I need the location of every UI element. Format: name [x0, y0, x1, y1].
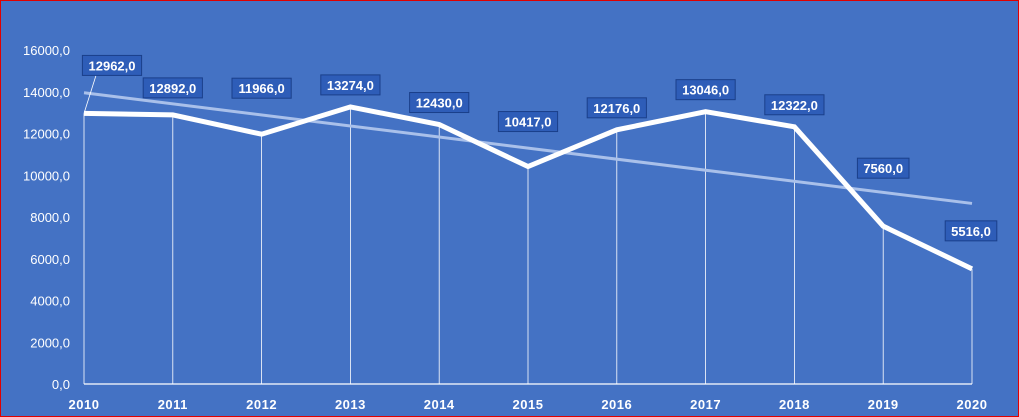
- y-tick-label: 14000,0: [23, 85, 70, 100]
- y-axis-ticks: 0,0 2000,0 4000,0 6000,0 8000,0 10000,0 12000,…: [23, 43, 70, 392]
- x-tick-label: 2018: [779, 397, 810, 412]
- data-label-box: [764, 94, 825, 116]
- data-label-box: [409, 92, 470, 114]
- trend-line: [83, 91, 973, 205]
- series-line: [83, 104, 974, 272]
- data-label-box: [142, 77, 203, 99]
- data-label: 5516,0: [951, 224, 991, 239]
- y-tick-label: 10000,0: [23, 168, 70, 183]
- data-labels: 12962,0 12892,0 11966,0 13274,0 12430,0 10417…: [81, 54, 998, 242]
- data-label-box: [320, 74, 381, 96]
- data-label-box: [944, 220, 998, 242]
- y-tick-label: 2000,0: [30, 335, 70, 350]
- y-tick-label: 16000,0: [23, 43, 70, 58]
- data-label: 12322,0: [771, 98, 818, 113]
- data-label-box: [675, 79, 736, 101]
- x-tick-label: 2012: [246, 397, 277, 412]
- data-label: 10417,0: [505, 115, 552, 130]
- x-tick-label: 2015: [513, 397, 544, 412]
- data-label: 11966,0: [238, 81, 284, 96]
- y-tick-label: 0,0: [52, 377, 70, 392]
- data-label: 12176,0: [593, 101, 640, 116]
- x-axis-ticks: 2010 2011 2012 2013 2014 2015 2016 2017 2018 2019…: [69, 397, 988, 412]
- data-label-box: [497, 111, 559, 133]
- y-tick-label: 6000,0: [30, 252, 70, 267]
- x-tick-label: 2014: [424, 397, 455, 412]
- data-label-box: [586, 97, 647, 119]
- data-label: 7560,0: [863, 161, 903, 176]
- drop-lines: [83, 106, 973, 384]
- x-tick-label: 2019: [868, 397, 899, 412]
- x-tick-label: 2010: [69, 397, 100, 412]
- data-label: 12430,0: [416, 96, 463, 111]
- data-label: 13046,0: [682, 83, 729, 98]
- x-tick-label: 2011: [158, 397, 188, 412]
- x-tick-label: 2020: [957, 397, 988, 412]
- data-label-box: [231, 77, 292, 99]
- x-tick-label: 2017: [690, 397, 721, 412]
- data-label: 13274,0: [327, 78, 374, 93]
- x-tick-label: 2016: [601, 397, 632, 412]
- y-tick-label: 4000,0: [30, 294, 70, 309]
- y-tick-label: 12000,0: [23, 127, 70, 142]
- label-leader-lines: [83, 75, 97, 114]
- label-leader-line: [83, 75, 97, 114]
- data-label: 12892,0: [149, 81, 196, 96]
- data-label: 12962,0: [89, 58, 136, 73]
- x-tick-label: 2013: [335, 397, 366, 412]
- y-tick-label: 8000,0: [30, 210, 70, 225]
- data-label-box: [856, 157, 910, 179]
- data-label-box: [81, 54, 143, 76]
